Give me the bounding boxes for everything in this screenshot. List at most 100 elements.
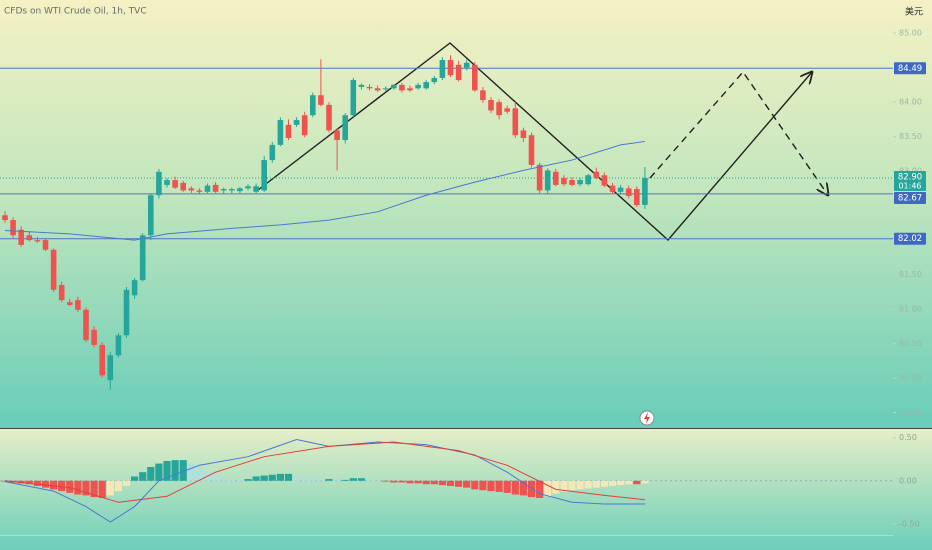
- macd-bar: [139, 472, 147, 481]
- level-label: 84.49: [898, 64, 922, 74]
- y-tick-label: 80.00: [899, 374, 922, 383]
- candle-body: [577, 180, 583, 185]
- signal-line: [4, 441, 645, 503]
- level-label-box: [894, 192, 926, 205]
- candle-body: [382, 88, 389, 90]
- macd-bar: [309, 478, 317, 481]
- macd-bar: [382, 480, 390, 482]
- alert-icon[interactable]: [639, 410, 655, 426]
- candle-body: [617, 187, 624, 192]
- candle-body: [139, 235, 146, 281]
- macd-bar: [98, 480, 106, 498]
- y-tick-label: 83.50: [899, 132, 922, 141]
- macd-bar: [390, 480, 398, 483]
- candle-body: [463, 62, 470, 68]
- candle-body: [569, 180, 575, 185]
- candle-body: [131, 280, 138, 296]
- candle-body: [310, 95, 316, 116]
- moving-average: [4, 140, 645, 241]
- macd-bar: [544, 480, 552, 497]
- macd-bar: [260, 475, 268, 481]
- macd-bar: [641, 480, 649, 484]
- candle-body: [220, 189, 227, 191]
- level-label-box: [894, 232, 926, 245]
- macd-bar: [163, 460, 171, 481]
- candle-body: [164, 180, 170, 185]
- macd-bar: [414, 480, 422, 484]
- macd-bar: [608, 480, 617, 486]
- candle-body: [50, 249, 57, 290]
- macd-bar: [293, 475, 301, 481]
- macd-bar: [122, 480, 131, 486]
- candle-body: [188, 188, 195, 191]
- candle-body: [204, 185, 211, 192]
- candle-body: [407, 88, 413, 91]
- projection-drawing: [649, 70, 828, 195]
- candle-body: [480, 90, 486, 101]
- candle-body: [553, 171, 559, 185]
- candle-body: [634, 189, 640, 205]
- candle-body: [472, 64, 478, 91]
- level-label: 82.67: [898, 194, 922, 204]
- candle-body: [625, 188, 632, 196]
- macd-bar: [365, 479, 374, 481]
- candle-body: [488, 100, 494, 111]
- candle-body: [439, 60, 446, 78]
- macd-bar: [576, 480, 584, 490]
- candle-body: [391, 84, 397, 89]
- candle-body: [601, 175, 608, 186]
- candle-body: [237, 188, 243, 192]
- macd-bar: [617, 480, 625, 486]
- macd-bar: [171, 460, 179, 481]
- drawings: [257, 42, 828, 242]
- macd-bar: [41, 480, 50, 488]
- candle-body: [18, 229, 24, 245]
- macd-bar: [90, 480, 98, 498]
- macd-bar: [398, 480, 406, 483]
- macd-bar: [584, 480, 592, 489]
- candle-body: [609, 185, 616, 192]
- macd-bar: [74, 480, 82, 495]
- macd-bar: [536, 480, 544, 498]
- level-label: 82.02: [898, 234, 922, 244]
- macd-bar: [446, 480, 455, 486]
- candle-body: [212, 184, 219, 192]
- macd-bar: [600, 480, 608, 487]
- candle-body: [156, 171, 162, 196]
- candle-body: [196, 190, 203, 192]
- macd-bar: [155, 463, 163, 481]
- macd-bar: [284, 473, 293, 481]
- macd-bar: [244, 479, 252, 481]
- candle-body: [123, 289, 130, 336]
- last-price-label: 82.90: [898, 173, 922, 183]
- y-tick-label: 80.50: [899, 339, 922, 348]
- macd-bar: [479, 480, 487, 491]
- macd-bar: [25, 480, 33, 485]
- macd-bar: [147, 467, 155, 481]
- candle-body: [342, 115, 348, 141]
- candle-body: [293, 120, 300, 125]
- candle-body: [374, 88, 381, 91]
- y-tick-label: 81.00: [899, 305, 922, 314]
- candle-body: [326, 104, 332, 131]
- chart-title: CFDs on WTI Crude Oil, 1h, TVC: [4, 7, 147, 17]
- candle-body: [496, 102, 502, 116]
- macd-bar: [422, 480, 430, 485]
- candle-body: [26, 235, 33, 241]
- candle-body: [423, 82, 429, 89]
- candle-body: [83, 309, 89, 341]
- candle-body: [447, 60, 454, 76]
- macd-pane: [0, 429, 932, 550]
- last-price-box: [894, 171, 926, 192]
- alert-bolt: [644, 412, 650, 424]
- currency-label: 美元: [905, 6, 923, 18]
- macd-bar: [552, 480, 560, 494]
- candle-body: [585, 175, 591, 185]
- macd-bar: [511, 480, 519, 495]
- macd-bar: [503, 480, 511, 493]
- candle-body: [431, 77, 438, 83]
- candle-body: [334, 130, 340, 141]
- candle-body: [42, 240, 49, 250]
- candle-body: [318, 95, 324, 105]
- macd-bar: [131, 476, 139, 481]
